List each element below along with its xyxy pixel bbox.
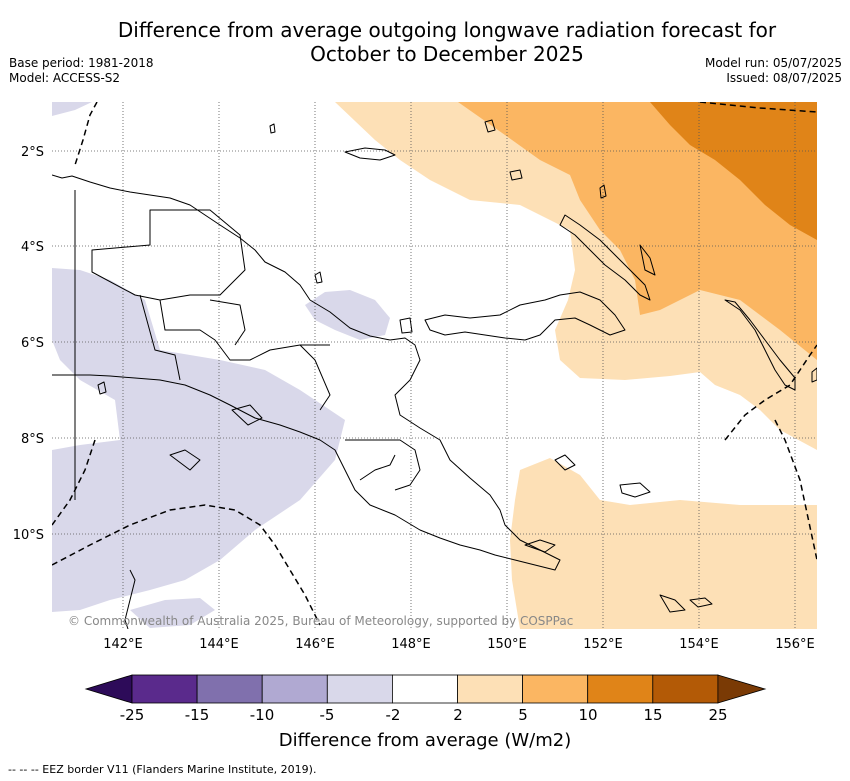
lon-label: 142°E — [103, 637, 143, 652]
new-britain-coastline — [424, 291, 626, 341]
chart-title: Difference from average outgoing longwav… — [0, 18, 850, 66]
lat-label: 10°S — [13, 528, 44, 543]
colorbar-tick: -15 — [185, 706, 210, 724]
eez-borders — [52, 102, 817, 626]
colorbar-segment — [652, 674, 719, 704]
meta-left: Base period: 1981-2018 Model: ACCESS-S2 — [9, 56, 154, 86]
colorbar-tick: 25 — [708, 706, 727, 724]
base-period: Base period: 1981-2018 — [9, 56, 154, 70]
colorbar-segment — [391, 674, 458, 704]
eez-footnote: -- -- -- EEZ border V11 (Flanders Marine… — [8, 763, 317, 776]
issued-date: Issued: 08/07/2025 — [726, 71, 842, 85]
colorbar-tick: 2 — [453, 706, 463, 724]
lon-label: 154°E — [679, 637, 719, 652]
lon-label: 146°E — [295, 637, 335, 652]
latitude-labels: 2°S 4°S 6°S 8°S 10°S — [13, 145, 44, 543]
colorbar-segment — [131, 674, 198, 704]
model-name: Model: ACCESS-S2 — [9, 71, 121, 85]
colorbar-title: Difference from average (W/m2) — [278, 730, 572, 751]
colorbar — [84, 674, 767, 704]
colorbar-ticks: -25 -15 -10 -5 -2 2 5 10 15 25 — [120, 706, 728, 724]
map-plot-area: © Commonwealth of Australia 2025, Bureau… — [52, 102, 817, 629]
copyright-notice: © Commonwealth of Australia 2025, Bureau… — [68, 614, 573, 628]
colorbar-tick: 15 — [643, 706, 662, 724]
lon-label: 144°E — [199, 637, 239, 652]
colorbar-segment — [261, 674, 328, 704]
colorbar-segment — [326, 674, 393, 704]
longitude-labels: 142°E 144°E 146°E 148°E 150°E 152°E 154°… — [103, 637, 815, 652]
anomaly-patch-minus2-minus5-top — [52, 102, 92, 116]
title-line-2: October to December 2025 — [310, 42, 584, 66]
colorbar-tick: -5 — [320, 706, 335, 724]
bougainville-coastline — [724, 299, 796, 391]
meta-right: Model run: 05/07/2025 Issued: 08/07/2025 — [705, 56, 842, 86]
colorbar-segment — [522, 674, 589, 704]
colorbar-arrow-high — [717, 674, 767, 704]
lon-label: 150°E — [487, 637, 527, 652]
colorbar-segment — [587, 674, 654, 704]
lat-label: 8°S — [21, 432, 44, 447]
new-ireland-coastline — [559, 214, 651, 301]
lon-label: 148°E — [391, 637, 431, 652]
anomaly-band-minus2-minus5-central — [305, 290, 390, 340]
title-line-1: Difference from average outgoing longwav… — [117, 18, 777, 42]
colorbar-tick: 5 — [518, 706, 528, 724]
colorbar-segment — [196, 674, 263, 704]
lat-label: 6°S — [21, 336, 44, 351]
anomaly-band-minus2-minus5-west — [52, 268, 345, 612]
lon-label: 152°E — [583, 637, 623, 652]
anomaly-patch-minus2-minus5-south — [130, 598, 215, 628]
new-guinea-coastline — [52, 174, 561, 571]
lat-label: 4°S — [21, 240, 44, 255]
coastlines — [52, 119, 817, 629]
lat-label: 2°S — [21, 145, 44, 160]
anomaly-band-2-5-southeast — [510, 458, 817, 629]
colorbar-tick: -25 — [120, 706, 145, 724]
gridlines — [52, 102, 817, 629]
colorbar-segment — [457, 674, 523, 704]
colorbar-tick: -10 — [250, 706, 275, 724]
anomaly-band-10-15-northeast — [650, 102, 817, 240]
lon-label: 156°E — [775, 637, 815, 652]
colorbar-arrow-low — [84, 674, 133, 704]
manus-island — [344, 147, 396, 161]
model-run: Model run: 05/07/2025 — [704, 56, 842, 70]
colorbar-tick: -2 — [386, 706, 401, 724]
colorbar-tick: 10 — [578, 706, 597, 724]
